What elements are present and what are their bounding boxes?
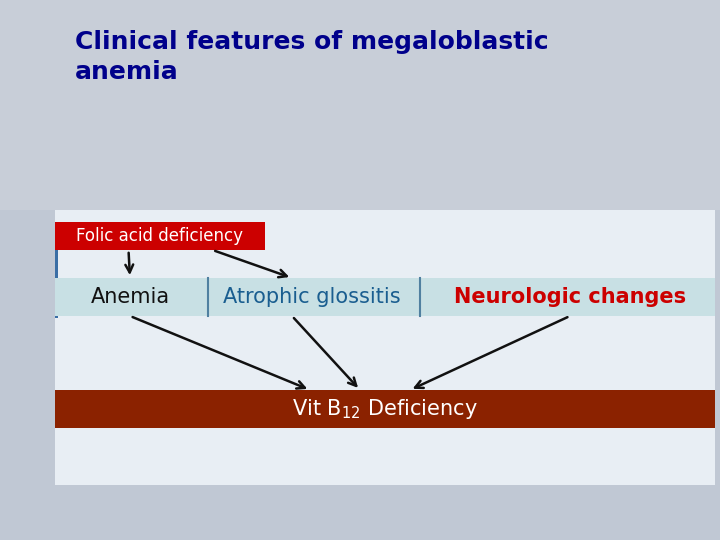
Bar xyxy=(55,222,265,250)
Text: Folic acid deficiency: Folic acid deficiency xyxy=(76,227,243,245)
Text: Atrophic glossitis: Atrophic glossitis xyxy=(223,287,401,307)
Bar xyxy=(0,0,720,210)
Text: Clinical features of megaloblastic
anemia: Clinical features of megaloblastic anemi… xyxy=(75,30,549,84)
Text: Neurologic changes: Neurologic changes xyxy=(454,287,686,307)
Bar xyxy=(55,390,715,428)
Bar xyxy=(55,222,58,318)
Text: Vit B$_{12}$ Deficiency: Vit B$_{12}$ Deficiency xyxy=(292,397,478,421)
Bar xyxy=(55,278,715,316)
Bar xyxy=(0,210,720,540)
Text: Anemia: Anemia xyxy=(91,287,170,307)
Bar xyxy=(55,210,715,485)
